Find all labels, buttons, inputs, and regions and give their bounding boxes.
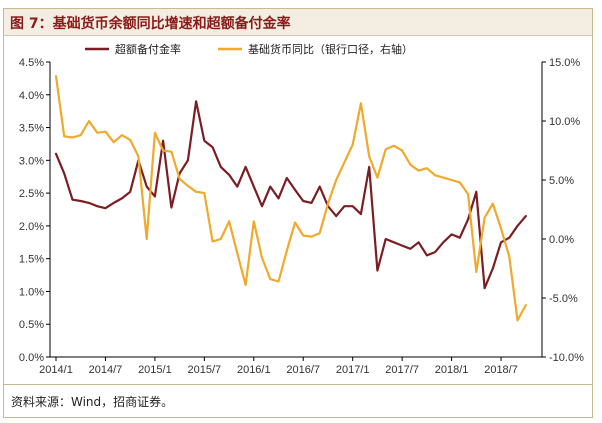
source-note: 资料来源：Wind，招商证券。 xyxy=(11,395,174,409)
chart-title: 图 7：基础货币余额同比增速和超额备付金率 xyxy=(10,16,291,32)
title-bar: 图 7：基础货币余额同比增速和超额备付金率 xyxy=(4,9,592,36)
right-tick-label: 15.0% xyxy=(549,57,580,69)
left-tick-label: 0.0% xyxy=(19,352,44,364)
right-tick-label: -5.0% xyxy=(549,293,578,305)
x-tick-label: 2016/7 xyxy=(286,364,320,376)
right-axis-ticks: -10.0% -5.0% 0.0% 5.0% 10.0% 15.0% xyxy=(542,57,584,364)
x-tick-label: 2016/1 xyxy=(237,364,271,376)
x-tick-label: 2018/7 xyxy=(484,364,518,376)
series-line-base-money-yoy xyxy=(54,75,527,322)
left-tick-label: 3.5% xyxy=(19,123,44,135)
x-tick-label: 2017/7 xyxy=(385,364,419,376)
left-tick-label: 4.5% xyxy=(19,57,44,69)
legend-label: 超额备付金率 xyxy=(115,42,181,56)
left-tick-label: 4.0% xyxy=(19,90,44,102)
right-tick-label: 10.0% xyxy=(549,116,580,128)
source-bar: 资料来源：Wind，招商证券。 xyxy=(4,384,592,417)
legend-label: 基础货币同比（银行口径，右轴） xyxy=(248,42,413,56)
plot-area xyxy=(49,62,543,358)
figure-frame: 图 7：基础货币余额同比增速和超额备付金率 资料来源：Wind，招商证券。 xyxy=(3,8,593,418)
left-tick-label: 1.0% xyxy=(19,286,44,298)
x-tick-label: 2014/7 xyxy=(89,364,123,376)
left-tick-label: 3.0% xyxy=(19,155,44,167)
x-tick-label: 2015/7 xyxy=(188,364,222,376)
left-tick-label: 0.5% xyxy=(19,319,44,331)
left-tick-label: 1.5% xyxy=(19,254,44,266)
left-tick-label: 2.5% xyxy=(19,188,44,200)
right-tick-label: 0.0% xyxy=(549,234,574,246)
right-tick-label: -10.0% xyxy=(549,352,584,364)
series-layer xyxy=(54,75,527,322)
left-tick-label: 2.0% xyxy=(19,221,44,233)
x-axis-ticks: 2014/1 2014/7 2015/1 2015/7 2016/1 2016/7 2017… xyxy=(39,357,518,376)
x-tick-label: 2015/1 xyxy=(138,364,172,376)
legend: 超额备付金率 基础货币同比（银行口径，右轴） xyxy=(85,42,413,56)
left-axis-ticks: 0.0% 0.5% 1.0% 1.5% 2.0% 2.5% 3.0% 3.5% 4.0% 4.5% xyxy=(19,57,50,364)
x-tick-label: 2018/1 xyxy=(435,364,469,376)
x-tick-label: 2014/1 xyxy=(39,364,73,376)
right-tick-label: 5.0% xyxy=(549,175,574,187)
series-line-excess-reserve-ratio xyxy=(54,100,527,290)
x-tick-label: 2017/1 xyxy=(336,364,370,376)
